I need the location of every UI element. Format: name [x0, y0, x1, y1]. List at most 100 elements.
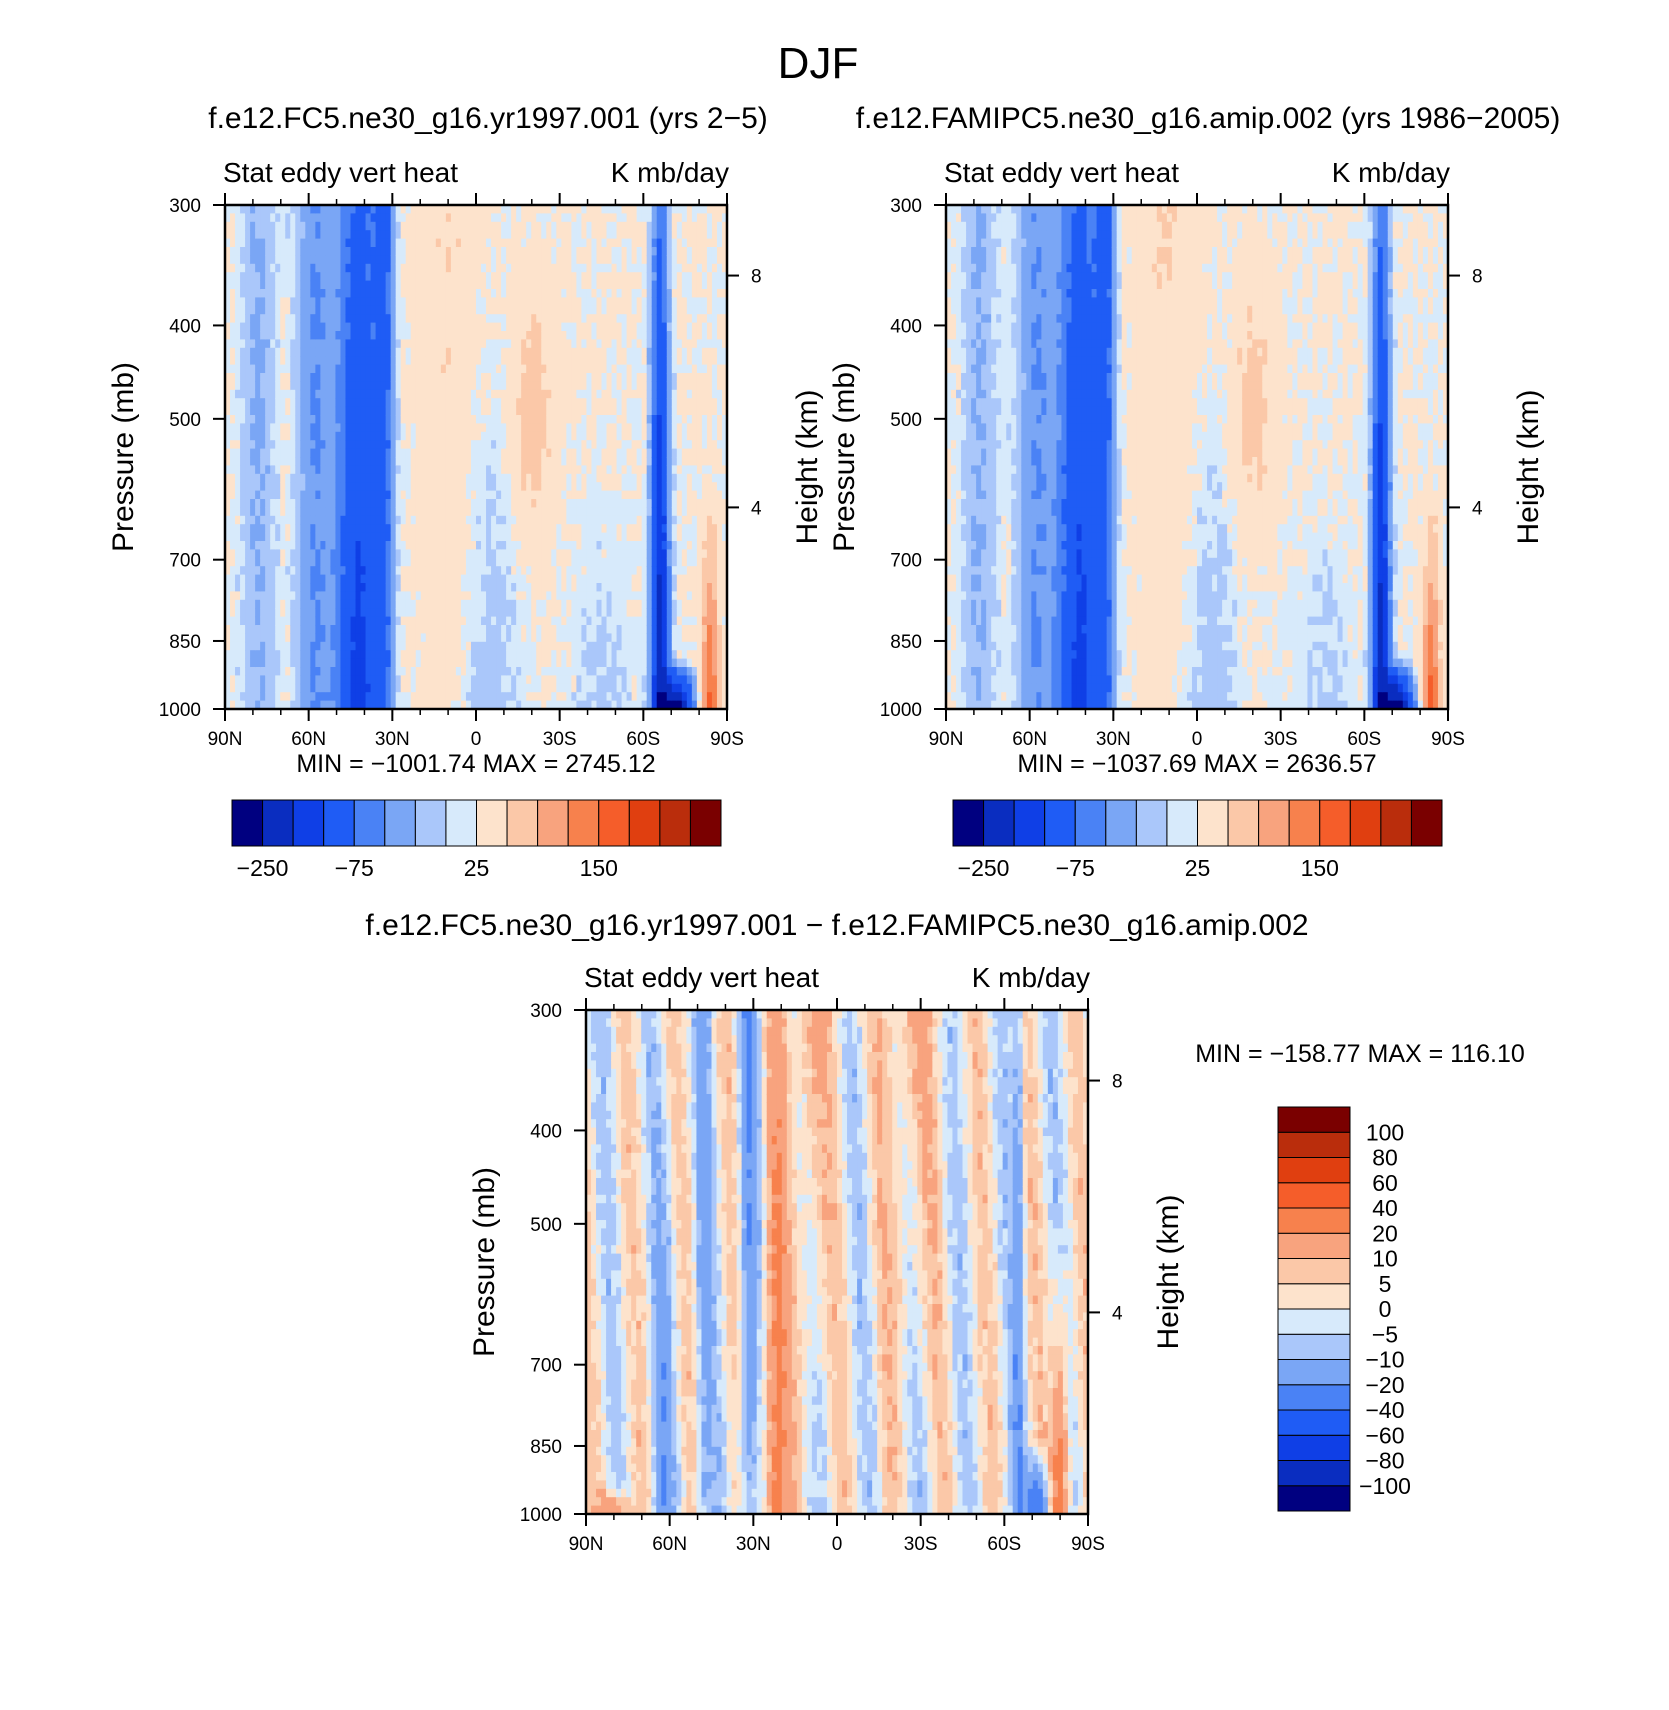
field-cell — [465, 431, 472, 441]
field-cell — [395, 247, 402, 256]
field-cell — [260, 272, 266, 282]
field-cell — [621, 667, 628, 676]
field-cell — [621, 641, 628, 651]
field-cell — [335, 272, 342, 282]
field-cell — [280, 465, 286, 475]
field-cell — [240, 322, 246, 332]
field-cell — [325, 247, 332, 256]
field-cell — [491, 591, 497, 601]
field-cell — [536, 675, 542, 685]
field-cell — [606, 205, 613, 214]
field-cell — [476, 700, 482, 710]
field-cell — [536, 583, 542, 592]
field-cell — [250, 507, 256, 517]
field-cell — [476, 289, 482, 298]
field-cell — [440, 331, 447, 340]
field-cell — [596, 566, 603, 576]
field-cell — [481, 423, 487, 433]
field-cell — [330, 499, 337, 508]
field-cell — [496, 599, 502, 609]
field-cell — [320, 515, 326, 525]
field-cell — [370, 591, 377, 601]
field-cell — [476, 448, 482, 458]
field-cell — [531, 557, 537, 567]
field-cell — [460, 541, 467, 550]
field-cell — [491, 692, 497, 702]
field-cell — [285, 331, 291, 340]
field-cell — [425, 398, 432, 408]
field-cell — [591, 566, 598, 576]
field-cell — [300, 448, 306, 458]
field-cell — [465, 297, 472, 307]
field-cell — [430, 272, 437, 282]
field-cell — [320, 541, 326, 550]
field-cell — [460, 423, 467, 433]
field-cell — [365, 423, 372, 433]
field-cell — [305, 289, 311, 298]
field-cell — [611, 448, 618, 458]
field-cell — [626, 314, 633, 324]
field-cell — [445, 549, 452, 559]
field-cell — [415, 608, 422, 618]
field-cell — [486, 641, 492, 651]
field-cell — [561, 499, 567, 508]
field-cell — [601, 675, 608, 685]
field-cell — [310, 263, 316, 273]
field-cell — [440, 415, 447, 424]
field-cell — [481, 549, 487, 559]
field-cell — [516, 373, 522, 382]
field-cell — [440, 440, 447, 450]
field-cell — [586, 221, 593, 231]
field-cell — [536, 230, 542, 240]
field-cell — [601, 431, 608, 441]
field-cell — [561, 289, 567, 298]
field-cell — [496, 255, 502, 265]
field-cell — [385, 448, 392, 458]
field-cell — [245, 347, 251, 357]
field-cell — [260, 566, 266, 576]
field-cell — [445, 347, 452, 357]
field-cell — [576, 507, 583, 517]
field-cell — [621, 490, 628, 500]
field-cell — [516, 297, 522, 307]
field-cell — [440, 398, 447, 408]
field-cell — [320, 675, 326, 685]
field-cell — [601, 473, 608, 483]
field-cell — [521, 683, 527, 693]
field-cell — [445, 339, 452, 349]
field-cell — [596, 507, 603, 517]
field-cell — [420, 289, 427, 298]
field-cell — [365, 675, 372, 685]
field-cell — [616, 221, 623, 231]
field-cell — [250, 658, 256, 668]
field-cell — [591, 331, 598, 340]
field-cell — [616, 583, 623, 592]
field-cell — [526, 608, 532, 618]
field-cell — [486, 448, 492, 458]
field-cell — [566, 683, 572, 693]
field-cell — [420, 305, 427, 315]
field-cell — [305, 457, 311, 466]
field-cell — [571, 415, 577, 424]
field-cell — [576, 431, 583, 441]
field-cell — [310, 314, 316, 324]
field-cell — [285, 272, 291, 282]
field-cell — [320, 650, 326, 660]
field-cell — [380, 272, 387, 282]
field-cell — [636, 364, 643, 374]
field-cell — [616, 599, 623, 609]
field-cell — [420, 465, 427, 475]
field-cell — [355, 230, 362, 240]
field-cell — [536, 314, 542, 324]
field-cell — [460, 574, 467, 584]
field-cell — [225, 431, 231, 441]
field-cell — [405, 263, 412, 273]
field-cell — [270, 457, 276, 466]
field-cell — [586, 566, 593, 576]
field-cell — [521, 566, 527, 576]
field-cell — [561, 431, 567, 441]
field-cell — [250, 263, 256, 273]
field-cell — [395, 431, 402, 441]
field-cell — [395, 373, 402, 382]
field-cell — [586, 465, 593, 475]
